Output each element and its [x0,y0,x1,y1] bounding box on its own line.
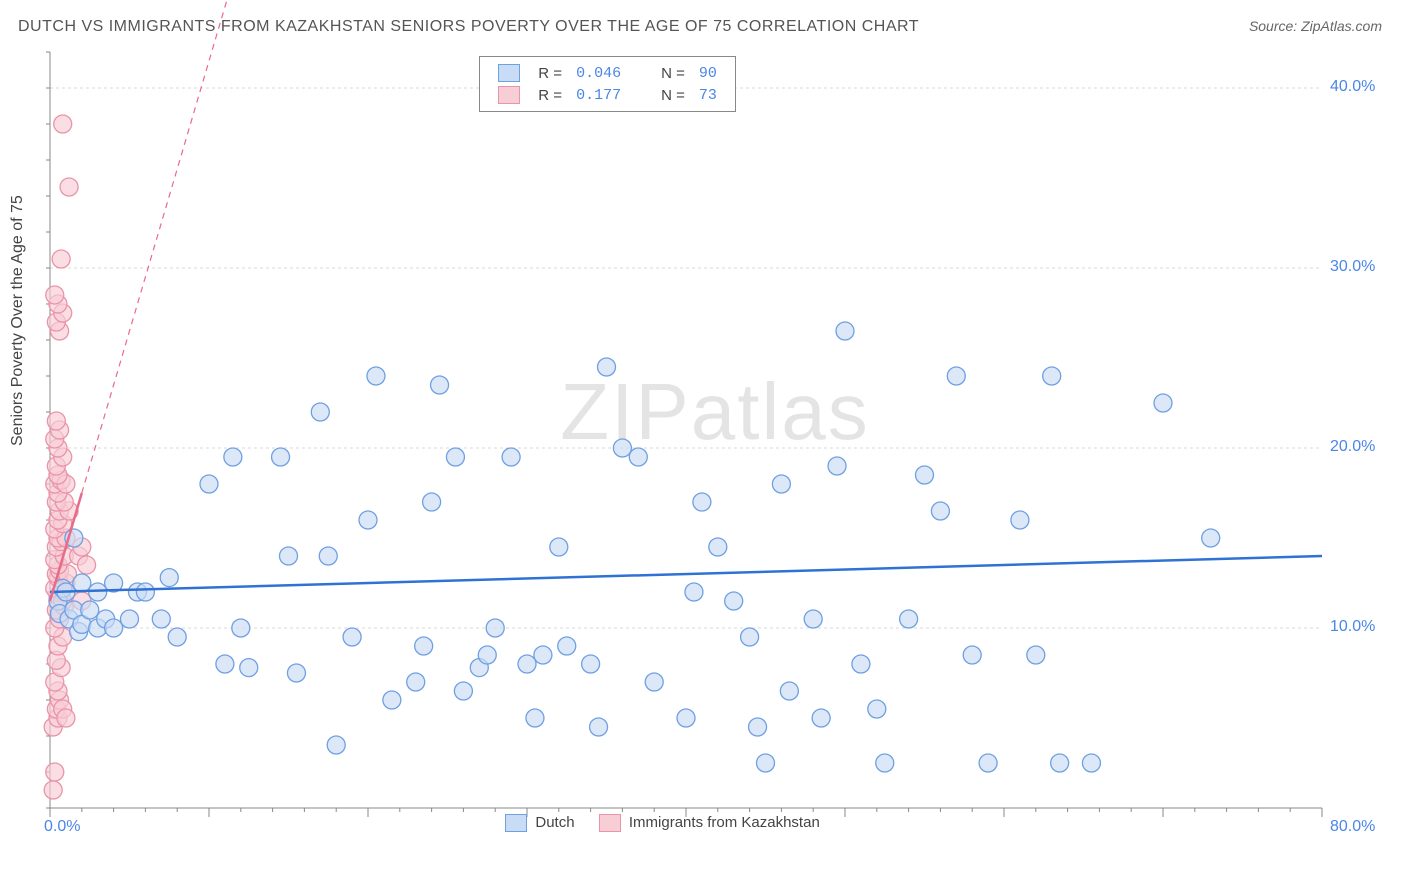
r-value-dutch: 0.046 [570,63,627,83]
series-legend: Dutch Immigrants from Kazakhstan [495,814,830,832]
tick-label: 80.0% [1330,818,1375,836]
tick-label: 0.0% [44,818,80,836]
kaz-label: Immigrants from Kazakhstan [629,814,820,831]
r-label-2: R = [532,85,568,105]
tick-label: 30.0% [1330,258,1375,276]
n-value-dutch: 90 [693,63,723,83]
scatter-plot: ZIPatlas R = 0.046 N = 90 R = 0.177 N = … [48,50,1382,838]
kaz-swatch [498,86,520,104]
correlation-table: R = 0.046 N = 90 R = 0.177 N = 73 [490,61,725,107]
r-label-1: R = [532,63,568,83]
kaz-swatch-2 [599,814,621,832]
dutch-swatch-2 [505,814,527,832]
n-label-2: N = [655,85,691,105]
y-axis-label: Seniors Poverty Over the Age of 75 [9,195,27,446]
correlation-row-dutch: R = 0.046 N = 90 [492,63,723,83]
n-label-1: N = [655,63,691,83]
legend-item-dutch: Dutch [505,814,574,832]
r-value-kaz: 0.177 [570,85,627,105]
tick-label: 40.0% [1330,78,1375,96]
dutch-swatch [498,64,520,82]
tick-label: 20.0% [1330,438,1375,456]
n-value-kaz: 73 [693,85,723,105]
dutch-label: Dutch [535,814,574,831]
chart-title: DUTCH VS IMMIGRANTS FROM KAZAKHSTAN SENI… [18,18,919,36]
correlation-legend: R = 0.046 N = 90 R = 0.177 N = 73 [479,56,736,112]
source-value: ZipAtlas.com [1301,18,1382,34]
chart-svg [48,50,1382,838]
source-attribution: Source: ZipAtlas.com [1249,18,1382,34]
correlation-row-kaz: R = 0.177 N = 73 [492,85,723,105]
legend-item-kaz: Immigrants from Kazakhstan [599,814,820,832]
source-label: Source: [1249,18,1297,34]
tick-label: 10.0% [1330,618,1375,636]
